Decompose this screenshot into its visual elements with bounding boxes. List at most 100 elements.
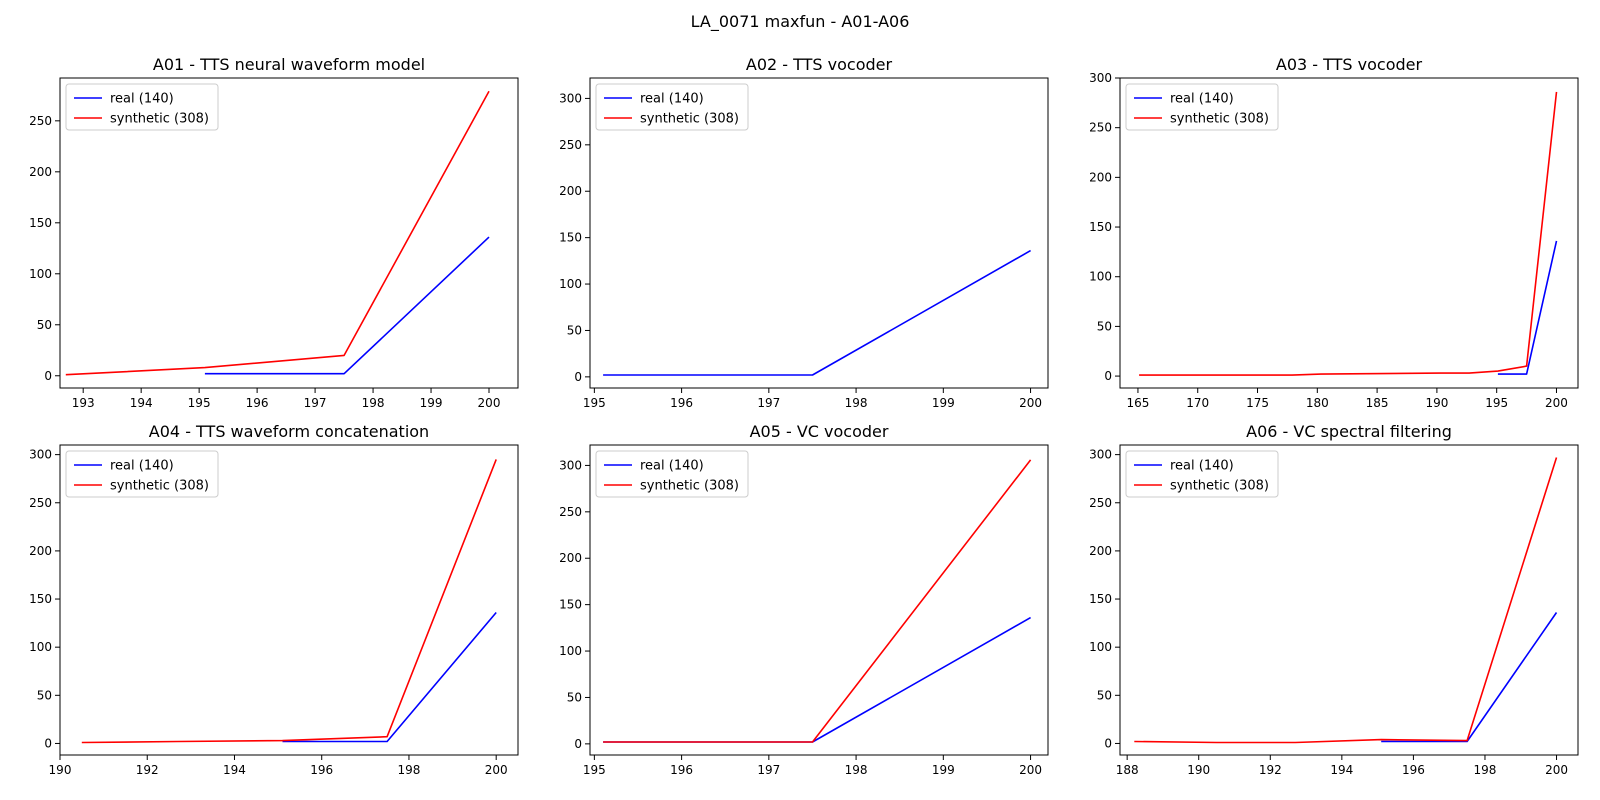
y-tick-label: 150 — [559, 598, 582, 612]
y-tick-label: 100 — [1089, 640, 1112, 654]
y-tick-label: 200 — [1089, 544, 1112, 558]
y-tick-label: 100 — [559, 644, 582, 658]
x-tick-label: 198 — [845, 396, 868, 410]
y-tick-label: 150 — [1089, 592, 1112, 606]
legend: real (140) synthetic (308) — [595, 83, 749, 131]
y-tick-label: 100 — [559, 277, 582, 291]
series-line-synthetic — [81, 459, 497, 744]
subplot-title: A06 - VC spectral filtering — [1246, 422, 1452, 441]
y-tick-label: 0 — [1104, 736, 1112, 750]
legend-label: synthetic (308) — [640, 112, 739, 127]
x-tick-label: 194 — [223, 763, 246, 777]
x-tick-label: 198 — [845, 763, 868, 777]
legend-box — [595, 450, 749, 498]
x-tick-label: 196 — [670, 396, 693, 410]
subplot-1: A01 - TTS neural waveform model 193 194 195… — [29, 55, 519, 410]
x-tick-label: 197 — [757, 763, 780, 777]
legend-box — [595, 83, 749, 131]
x-tick-label: 200 — [1019, 763, 1042, 777]
x-tick-label: 170 — [1186, 396, 1209, 410]
subplot-title: A05 - VC vocoder — [750, 422, 889, 441]
x-tick-label: 185 — [1366, 396, 1389, 410]
series-line-real — [603, 249, 1031, 376]
x-tick-label: 199 — [932, 396, 955, 410]
x-tick-label: 193 — [72, 396, 95, 410]
x-tick-label: 198 — [362, 396, 385, 410]
legend-box — [65, 450, 219, 498]
y-tick-label: 200 — [559, 184, 582, 198]
x-tick-label: 192 — [1259, 763, 1282, 777]
legend: real (140) synthetic (308) — [1125, 450, 1279, 498]
legend-label: real (140) — [110, 92, 174, 107]
series-line-synthetic — [1139, 91, 1558, 376]
legend: real (140) synthetic (308) — [65, 83, 219, 131]
y-tick-label: 150 — [29, 592, 52, 606]
y-tick-label: 300 — [559, 91, 582, 105]
y-tick-label: 200 — [29, 544, 52, 558]
series-line-real — [1381, 612, 1558, 743]
x-tick-label: 200 — [1545, 396, 1568, 410]
x-tick-label: 200 — [485, 763, 508, 777]
x-tick-label: 190 — [1187, 763, 1210, 777]
legend-label: synthetic (308) — [110, 112, 209, 127]
subplot-title: A02 - TTS vocoder — [746, 55, 893, 74]
legend-box — [1125, 450, 1279, 498]
subplot-3: A03 - TTS vocoder 165 170 175 180 185 190 195 20… — [1089, 55, 1579, 410]
y-tick-label: 0 — [44, 736, 52, 750]
x-tick-label: 195 — [188, 396, 211, 410]
y-tick-label: 150 — [29, 216, 52, 230]
y-tick-label: 50 — [567, 323, 582, 337]
y-tick-label: 0 — [44, 369, 52, 383]
plot-frame — [589, 77, 1049, 389]
subplot-title: A03 - TTS vocoder — [1276, 55, 1423, 74]
x-tick-label: 196 — [310, 763, 333, 777]
legend: real (140) synthetic (308) — [595, 450, 749, 498]
y-tick-label: 250 — [29, 496, 52, 510]
series-line-real — [282, 611, 497, 743]
x-tick-label: 200 — [1019, 396, 1042, 410]
figure-title: LA_0071 maxfun - A01-A06 — [690, 12, 910, 31]
x-tick-label: 180 — [1306, 396, 1329, 410]
plot-frame — [1119, 77, 1579, 389]
x-tick-label: 192 — [136, 763, 159, 777]
series-line-synthetic — [65, 90, 490, 376]
y-tick-label: 0 — [574, 370, 582, 384]
legend-label: real (140) — [640, 459, 704, 474]
y-tick-label: 50 — [37, 318, 52, 332]
plot-frame — [59, 77, 519, 389]
legend-label: synthetic (308) — [640, 479, 739, 494]
legend-label: real (140) — [1170, 92, 1234, 107]
y-tick-label: 100 — [29, 640, 52, 654]
legend-label: synthetic (308) — [1170, 112, 1269, 127]
y-tick-label: 150 — [1089, 220, 1112, 234]
x-tick-label: 195 — [583, 763, 606, 777]
subplot-4: A04 - TTS waveform concatenation 190 192 19… — [29, 422, 519, 777]
x-tick-label: 196 — [246, 396, 269, 410]
y-tick-label: 0 — [1104, 369, 1112, 383]
y-tick-label: 50 — [1097, 319, 1112, 333]
legend: real (140) synthetic (308) — [65, 450, 219, 498]
legend-label: real (140) — [110, 459, 174, 474]
y-tick-label: 100 — [1089, 270, 1112, 284]
y-tick-label: 300 — [29, 448, 52, 462]
y-tick-label: 0 — [574, 737, 582, 751]
x-tick-label: 194 — [130, 396, 153, 410]
x-tick-label: 196 — [670, 763, 693, 777]
subplot-title: A01 - TTS neural waveform model — [153, 55, 425, 74]
y-tick-label: 200 — [29, 165, 52, 179]
y-tick-label: 150 — [559, 231, 582, 245]
legend: real (140) synthetic (308) — [1125, 83, 1279, 131]
series-line-real — [1497, 240, 1558, 375]
y-tick-label: 300 — [559, 458, 582, 472]
series-line-synthetic — [603, 459, 1032, 743]
legend-label: real (140) — [1170, 459, 1234, 474]
x-tick-label: 199 — [932, 763, 955, 777]
y-tick-label: 200 — [1089, 170, 1112, 184]
y-tick-label: 50 — [37, 688, 52, 702]
x-tick-label: 190 — [1425, 396, 1448, 410]
plot-frame — [589, 444, 1049, 756]
x-tick-label: 165 — [1126, 396, 1149, 410]
x-tick-label: 197 — [304, 396, 327, 410]
y-tick-label: 200 — [559, 551, 582, 565]
